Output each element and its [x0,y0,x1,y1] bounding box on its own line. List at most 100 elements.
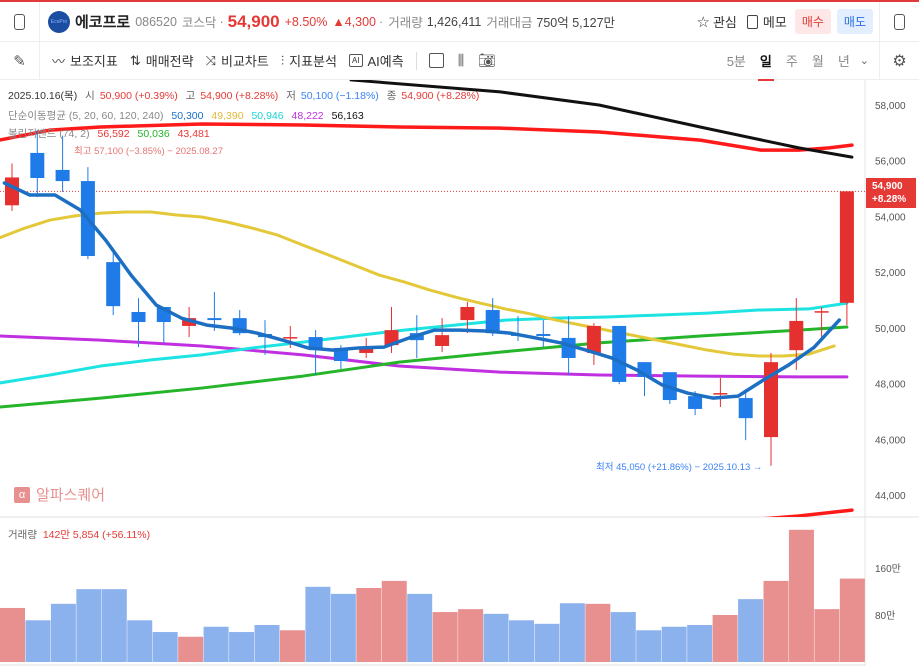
high-annotation: 최고 57,100 (−3.85%) − 2025.08.27 [74,146,224,157]
last-price: 54,900 [872,181,903,192]
volume-bar [661,626,687,662]
plot-area [0,80,865,517]
volume-bar [229,632,255,662]
bollinger-info[interactable]: 볼린저밴드 (74, 2) 56,592 50,036 43,481 [8,128,215,141]
timeframe-5min[interactable]: 5분 [726,54,746,69]
sell-button[interactable]: 매도 [836,9,873,34]
right-panel-toggle[interactable] [879,2,919,41]
open-value: 50,900 (+0.39%) [99,90,178,102]
candle-body [5,177,19,206]
sort-arrows-icon: ⇅ [129,52,141,68]
candle-type-icon[interactable]: ⫼ [457,52,465,68]
volume-bar [585,603,611,662]
y-tick-label: 44,000 [875,491,906,502]
trade-value: 750억 5,127만 [536,16,616,30]
volume-bar [763,580,789,662]
price-chart[interactable]: 44,000 46,000 48,000 50,000 52,000 54,000 56,0… [0,80,919,666]
tool-strategy[interactable]: ⇅ 매매전략 [130,51,194,70]
volume-info: 거래량 142만 5,854 (+56.11%) [8,527,150,542]
candle-body [485,310,500,334]
watch-button[interactable]: ☆ 관심 [697,12,737,31]
change-abs: ▲4,300 [332,14,377,29]
bollinger-lower-line [763,508,854,517]
close-value: 54,900 (+8.28%) [401,90,480,102]
volume-bar [152,632,178,662]
current-price: 54,900 [227,11,280,31]
timeframe-day[interactable]: 일 [757,51,774,81]
candle-body [106,262,121,307]
volume-bar [687,624,713,662]
tool-label: 매매전략 [145,54,194,69]
volume-tick-label: 80만 [875,610,895,622]
stock-code: 086520 [135,14,177,29]
bb-lower-value: 43,481 [177,128,210,140]
volume-bar [381,580,407,662]
candle-body [612,325,627,382]
chevron-down-icon[interactable]: ⌄ [859,55,869,67]
left-panel-toggle[interactable] [0,2,40,41]
timeframe-week[interactable]: 주 [785,54,798,69]
volume-bar [483,613,509,662]
separator: · [219,14,224,29]
separator: · [379,14,384,29]
alpha-logo-icon: α [14,486,30,503]
tool-ai-predict[interactable]: AI AI예측 [348,51,404,70]
volume-bar [101,589,127,662]
pencil-icon: ✎ [13,52,26,70]
ma-info[interactable]: 단순이동평균 (5, 20, 60, 120, 240) 50,300 49,3… [8,110,369,123]
timeframe-month[interactable]: 월 [811,54,824,69]
volume-bar [432,612,458,662]
tool-indicators[interactable]: 〰 보조지표 [52,51,118,70]
y-tick-label: 52,000 [875,268,906,279]
candle-body [713,393,728,395]
memo-button[interactable]: 메모 [746,12,787,31]
tool-compare[interactable]: ⤨ 비교차트 [206,51,269,70]
drawing-tool-button[interactable]: ✎ [0,42,40,79]
settings-button[interactable]: ⚙ [879,42,919,79]
watermark-text: 알파스퀘어 [36,487,106,504]
volume-bar [559,603,585,662]
tool-analysis[interactable]: ⫶ 지표분석 [281,51,337,70]
volume-bar [279,630,305,662]
y-tick-label: 58,000 [875,101,906,112]
top-accent-line [0,0,919,2]
candle-body [789,320,804,351]
y-tick-label: 48,000 [875,380,906,391]
stock-name[interactable]: 에코프로 [75,14,131,31]
ma5-line [2,181,842,400]
ma240-value: 56,163 [331,110,364,122]
last-pct: +8.28% [872,194,907,205]
watermark: α 알파스퀘어 [14,484,105,505]
ma5-value: 50,300 [171,110,204,122]
buy-button[interactable]: 매수 [794,9,831,34]
ma20-line [0,210,836,358]
panel-icon [14,13,25,30]
timeframe-year[interactable]: 년 [837,54,850,69]
candle-body [460,306,475,321]
candle-body [435,335,450,346]
high-label: 고 [185,90,196,102]
panel-icon [894,13,905,30]
candle-body [283,337,298,339]
y-tick-label: 46,000 [875,435,906,446]
low-value: 50,100 (−1.18%) [300,90,379,102]
volume-value: 1,426,411 [426,14,482,29]
star-icon: ☆ [696,13,710,31]
candle-body [30,152,45,178]
clipboard-icon [746,14,758,29]
low-annotation: 최저 45,050 (+21.86%) − 2025.10.13 → [596,462,763,473]
market: 코스닥 [181,16,217,30]
candle-body [586,325,601,353]
ma60-line [0,301,849,385]
ai-chip-icon: AI [348,54,363,67]
volume-label: 거래량 [388,16,423,30]
camera-icon[interactable]: 📷︎ [478,52,496,68]
watch-label: 관심 [712,15,737,30]
candles-search-icon: ⫶ [280,52,285,68]
ma20-value: 49,390 [211,110,244,122]
memo-label: 메모 [762,15,787,30]
square-icon[interactable] [428,53,444,68]
low-label: 저 [286,90,296,102]
volume-bar [330,593,356,662]
company-logo: EcoPro [48,10,70,33]
